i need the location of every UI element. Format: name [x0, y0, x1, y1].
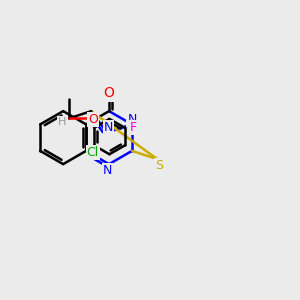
Text: S: S [155, 159, 163, 172]
Text: O: O [103, 86, 115, 100]
Text: N: N [127, 113, 137, 127]
Text: F: F [130, 121, 137, 134]
Text: H: H [58, 117, 67, 127]
Text: Cl: Cl [86, 146, 99, 159]
Text: N: N [103, 121, 113, 134]
Text: N: N [103, 164, 112, 176]
Text: O: O [88, 113, 98, 126]
